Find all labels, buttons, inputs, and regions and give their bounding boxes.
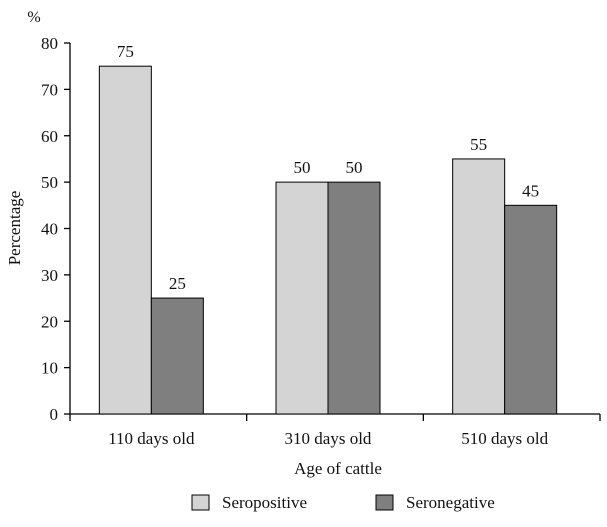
y-tick-label: 0 bbox=[50, 405, 59, 424]
legend-label: Seropositive bbox=[222, 493, 307, 512]
data-label: 75 bbox=[117, 42, 134, 61]
legend-item-seronegative: Seronegative bbox=[375, 493, 495, 512]
x-tick-label: 110 days old bbox=[108, 429, 195, 448]
legend-label: Seronegative bbox=[406, 493, 495, 512]
bar-seronegative bbox=[327, 181, 381, 415]
x-axis: 110 days old 310 days old 510 days old bbox=[69, 413, 601, 448]
legend-swatch bbox=[191, 494, 210, 511]
bar-seropositive bbox=[98, 65, 152, 415]
x-tick-label: 310 days old bbox=[285, 429, 372, 448]
y-tick-label: 20 bbox=[41, 312, 58, 331]
data-label: 45 bbox=[522, 181, 539, 200]
y-tick-label: 30 bbox=[41, 266, 58, 285]
y-tick-label: 40 bbox=[41, 220, 58, 239]
bar-seropositive bbox=[275, 181, 329, 415]
bars-group bbox=[98, 65, 558, 415]
bar-seronegative bbox=[504, 204, 558, 415]
data-label: 50 bbox=[294, 158, 311, 177]
y-tick-label: 70 bbox=[41, 80, 58, 99]
y-axis: 0 10 20 30 40 50 60 70 80 bbox=[41, 34, 71, 424]
y-tick-label: 50 bbox=[41, 173, 58, 192]
y-axis-unit: % bbox=[27, 9, 40, 26]
legend-swatch bbox=[375, 494, 394, 511]
bar-seropositive bbox=[452, 158, 506, 415]
data-labels-group: 75 25 50 50 55 45 bbox=[117, 42, 539, 293]
legend-item-seropositive: Seropositive bbox=[191, 493, 307, 512]
y-axis-title: Percentage bbox=[5, 191, 24, 266]
bar-seronegative bbox=[150, 297, 204, 415]
x-axis-title: Age of cattle bbox=[294, 459, 382, 478]
legend: Seropositive Seronegative bbox=[191, 493, 495, 512]
x-tick-label: 510 days old bbox=[461, 429, 548, 448]
y-tick-label: 10 bbox=[41, 359, 58, 378]
y-tick-label: 60 bbox=[41, 127, 58, 146]
data-label: 25 bbox=[169, 274, 186, 293]
y-tick-label: 80 bbox=[41, 34, 58, 53]
data-label: 55 bbox=[470, 135, 487, 154]
data-label: 50 bbox=[346, 158, 363, 177]
